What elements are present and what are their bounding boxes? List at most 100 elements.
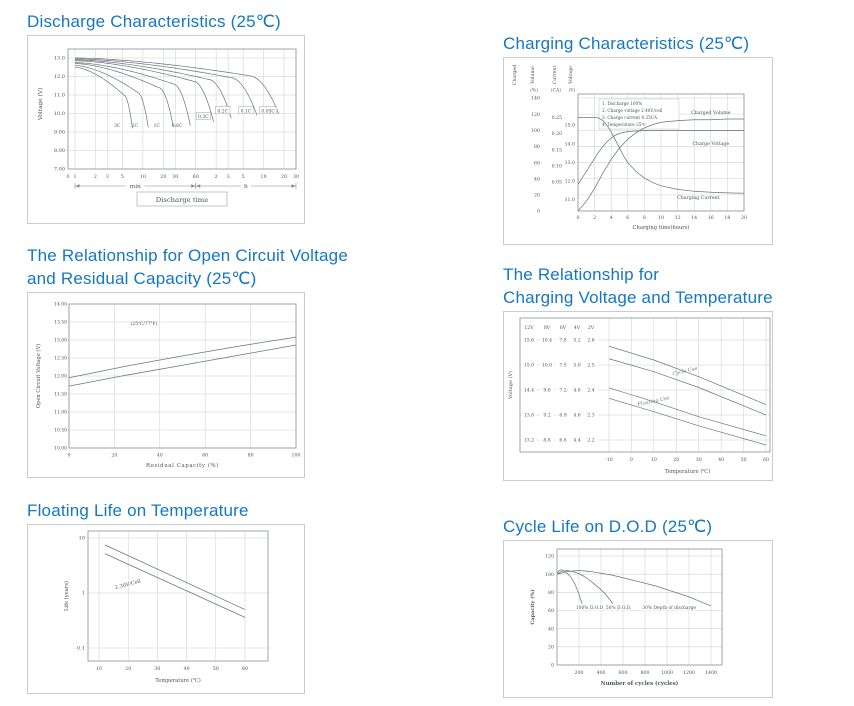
annotations: (25℃/77℉) [131,320,158,327]
float-life-chart-frame: 10 1 0.1 10 20 30 40 50 60 Temperature (℃) Life (y… [27,524,305,694]
cycle-life-chart-title: Cycle Life on D.O.D (25℃) [503,517,713,536]
svg-text:0.6C: 0.6C [172,123,183,129]
cycle-life-chart-canvas: 0 20 40 60 80 100 120 200 400 600 800 1000 1200 1400 N… [529,548,723,687]
svg-text:14.4: 14.4 [524,388,534,394]
svg-text:Voltage (V): Voltage (V) [37,88,44,121]
svg-text:13.0: 13.0 [54,56,65,62]
svg-text:80: 80 [548,590,554,596]
svg-text:30: 30 [293,174,299,180]
svg-text:9.2: 9.2 [543,413,550,419]
svg-text:14: 14 [691,215,697,221]
axis-labels: 10 1 0.1 10 20 30 40 50 60 Temperature (℃) Life (y… [63,536,248,684]
svg-text:Capacity (%): Capacity (%) [529,589,536,624]
svg-text:0.3C: 0.3C [198,114,209,120]
curve-labels: 3C 2C 1C 0.6C 0.3C 0.2C 0.1C 0.05C [114,106,278,129]
svg-text:10: 10 [96,666,102,672]
svg-text:30% Depth of discharge: 30% Depth of discharge [642,606,696,611]
svg-text:40: 40 [534,176,540,182]
svg-text:Floating Use: Floating Use [636,395,670,408]
svg-text:13.50: 13.50 [54,320,67,326]
curve-labels: Charged Volume Charge Voltage Charging Cur… [677,110,731,201]
svg-text:4. Temperature 25℃: 4. Temperature 25℃ [602,122,646,127]
svg-text:h: h [244,184,248,190]
svg-text:5: 5 [242,174,245,180]
svg-text:8: 8 [643,215,646,221]
svg-text:(25℃/77℉): (25℃/77℉) [131,320,158,327]
svg-text:0: 0 [68,453,71,459]
series [68,336,297,387]
ocv-chart-canvas: 14.00 13.50 13.00 12.50 12.00 11.50 11.00 10.50… [35,302,300,469]
svg-text:1: 1 [73,174,76,180]
svg-text:12.0: 12.0 [565,178,575,184]
float-life-chart-canvas: 10 1 0.1 10 20 30 40 50 60 Temperature (℃) Life (y… [63,530,269,684]
svg-text:7.8: 7.8 [559,338,566,344]
svg-text:8.00: 8.00 [54,148,65,154]
svg-text:50: 50 [741,457,747,463]
svg-text:4.4: 4.4 [573,438,580,444]
svg-text:min: min [130,184,141,190]
cycle-life-chart-block: Cycle Life on D.O.D (25℃) 0 20 40 60 80 100 12… [503,515,833,698]
svg-text:20: 20 [673,457,679,463]
svg-text:9.00: 9.00 [54,130,65,136]
svg-text:10: 10 [651,457,657,463]
svg-text:10.50: 10.50 [54,428,67,434]
svg-text:8V: 8V [544,325,551,331]
svg-text:Cycle Use: Cycle Use [672,366,698,378]
discharge-chart-title: Discharge Characteristics (25℃) [27,12,281,31]
svg-text:5.2: 5.2 [573,338,580,344]
svg-text:15.6: 15.6 [524,338,534,344]
svg-text:60: 60 [534,160,540,166]
svg-text:Discharge time: Discharge time [156,196,209,204]
svg-text:0: 0 [577,215,580,221]
svg-text:13.2: 13.2 [524,438,534,444]
charging-chart-block: Charging Characteristics (25℃) 140 120 100… [503,32,833,245]
svg-text:0.25: 0.25 [552,115,562,121]
svg-text:1200: 1200 [683,670,695,676]
svg-text:5.0: 5.0 [573,363,580,369]
svg-text:0.10: 0.10 [552,164,562,170]
svg-text:20: 20 [111,453,117,459]
cycle-life-chart-frame: 0 20 40 60 80 100 120 200 400 600 800 1000 1200 1400 N… [503,540,773,698]
svg-text:4.6: 4.6 [573,413,580,419]
svg-text:Charged: Charged [512,65,518,85]
svg-text:0.1: 0.1 [77,646,85,652]
axis-labels: -10 0 10 20 30 40 50 60 Temperature (℃) Voltage (… [507,371,769,475]
svg-text:10.4: 10.4 [542,338,552,344]
grid [68,303,297,449]
svg-text:6.9: 6.9 [559,413,566,419]
svg-text:2: 2 [215,174,218,180]
svg-text:Voltage (V): Voltage (V) [507,371,514,400]
svg-text:30: 30 [696,457,702,463]
svg-text:12.00: 12.00 [54,374,67,380]
curve-labels: Cycle Use Floating Use [636,366,698,408]
svg-text:2. Charge voltage 2.40V/cell: 2. Charge voltage 2.40V/cell [602,108,663,113]
svg-text:60: 60 [548,608,554,614]
svg-text:Charge Voltage: Charge Voltage [692,141,729,147]
svg-text:2.6: 2.6 [587,338,594,344]
svg-text:14.0: 14.0 [565,141,575,147]
svg-text:1. Discharge 100%: 1. Discharge 100% [602,101,642,106]
svg-text:100: 100 [545,572,554,578]
svg-text:100: 100 [531,128,540,134]
charge-temp-chart-title: The Relationship for Charging Voltage an… [503,265,773,307]
svg-text:60: 60 [193,174,199,180]
charging-chart-frame: 140 120 100 80 60 40 20 0 0 2 4 6 8 10 12 14 16 18 20 0.25 0… [503,57,773,245]
svg-text:2: 2 [593,215,596,221]
svg-text:600: 600 [619,670,628,676]
svg-text:(V): (V) [569,89,576,94]
x-axis-annotations: min h Discharge time [74,181,297,207]
svg-text:60: 60 [763,457,769,463]
svg-text:13.8: 13.8 [524,413,534,419]
svg-text:7.5: 7.5 [559,363,566,369]
svg-text:140: 140 [531,96,540,102]
svg-text:11.0: 11.0 [565,197,575,203]
svg-text:2.4: 2.4 [587,388,594,394]
svg-text:Current: Current [552,66,558,85]
axis-labels: 14.00 13.50 13.00 12.50 12.00 11.50 11.00 10.50… [35,302,300,469]
svg-text:6: 6 [626,215,629,221]
svg-text:80: 80 [248,453,254,459]
discharge-chart-frame: 0 1 2 3 5 10 20 30 60 2 3 5 10 20 30 13.0 12.0 11.0 10.0 9.… [27,35,305,224]
svg-text:10: 10 [658,215,664,221]
svg-text:10.0: 10.0 [54,111,65,117]
